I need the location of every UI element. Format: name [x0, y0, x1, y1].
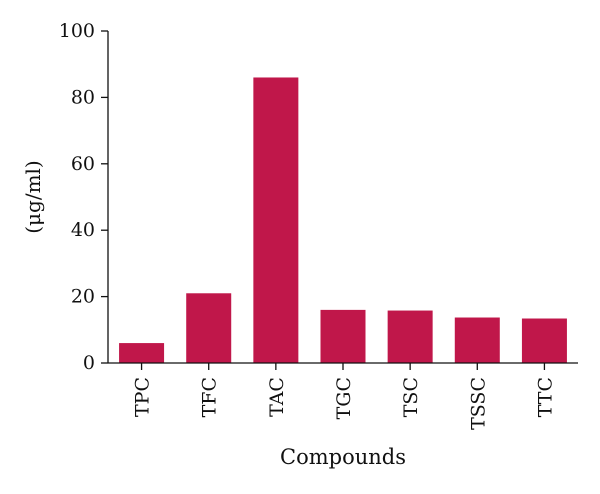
y-tick-label: 0 — [83, 352, 95, 374]
y-tick-label: 20 — [71, 286, 95, 308]
bars-group — [119, 77, 567, 363]
bar-tpc — [119, 343, 165, 363]
x-axis-title: Compounds — [280, 445, 406, 469]
y-axis-title: (μg/ml) — [21, 160, 45, 234]
x-tick-label-tgc: TGC — [333, 377, 355, 419]
x-tick-label-tac: TAC — [266, 377, 288, 417]
bar-ttc — [521, 318, 567, 363]
y-tick-label: 100 — [59, 20, 95, 42]
x-tick-label-ttc: TTC — [534, 377, 556, 417]
x-tick-label-tpc: TPC — [132, 377, 154, 417]
bar-tac — [253, 77, 299, 363]
bar-tsc — [387, 310, 433, 363]
bar-tssc — [454, 317, 500, 363]
y-tick-label: 60 — [71, 153, 95, 175]
y-ticks-group: 0 20 40 60 80 100 — [59, 20, 108, 374]
y-tick-label: 40 — [71, 219, 95, 241]
x-tick-label-tfc: TFC — [199, 377, 221, 417]
bar-tfc — [186, 293, 232, 363]
x-tick-label-tssc: TSSC — [467, 377, 489, 430]
bar-tgc — [320, 309, 366, 363]
y-tick-label: 80 — [71, 86, 95, 108]
x-ticks-group: TPC TFC TAC TGC TSC TSSC TTC — [132, 363, 556, 430]
x-tick-label-tsc: TSC — [400, 377, 422, 417]
